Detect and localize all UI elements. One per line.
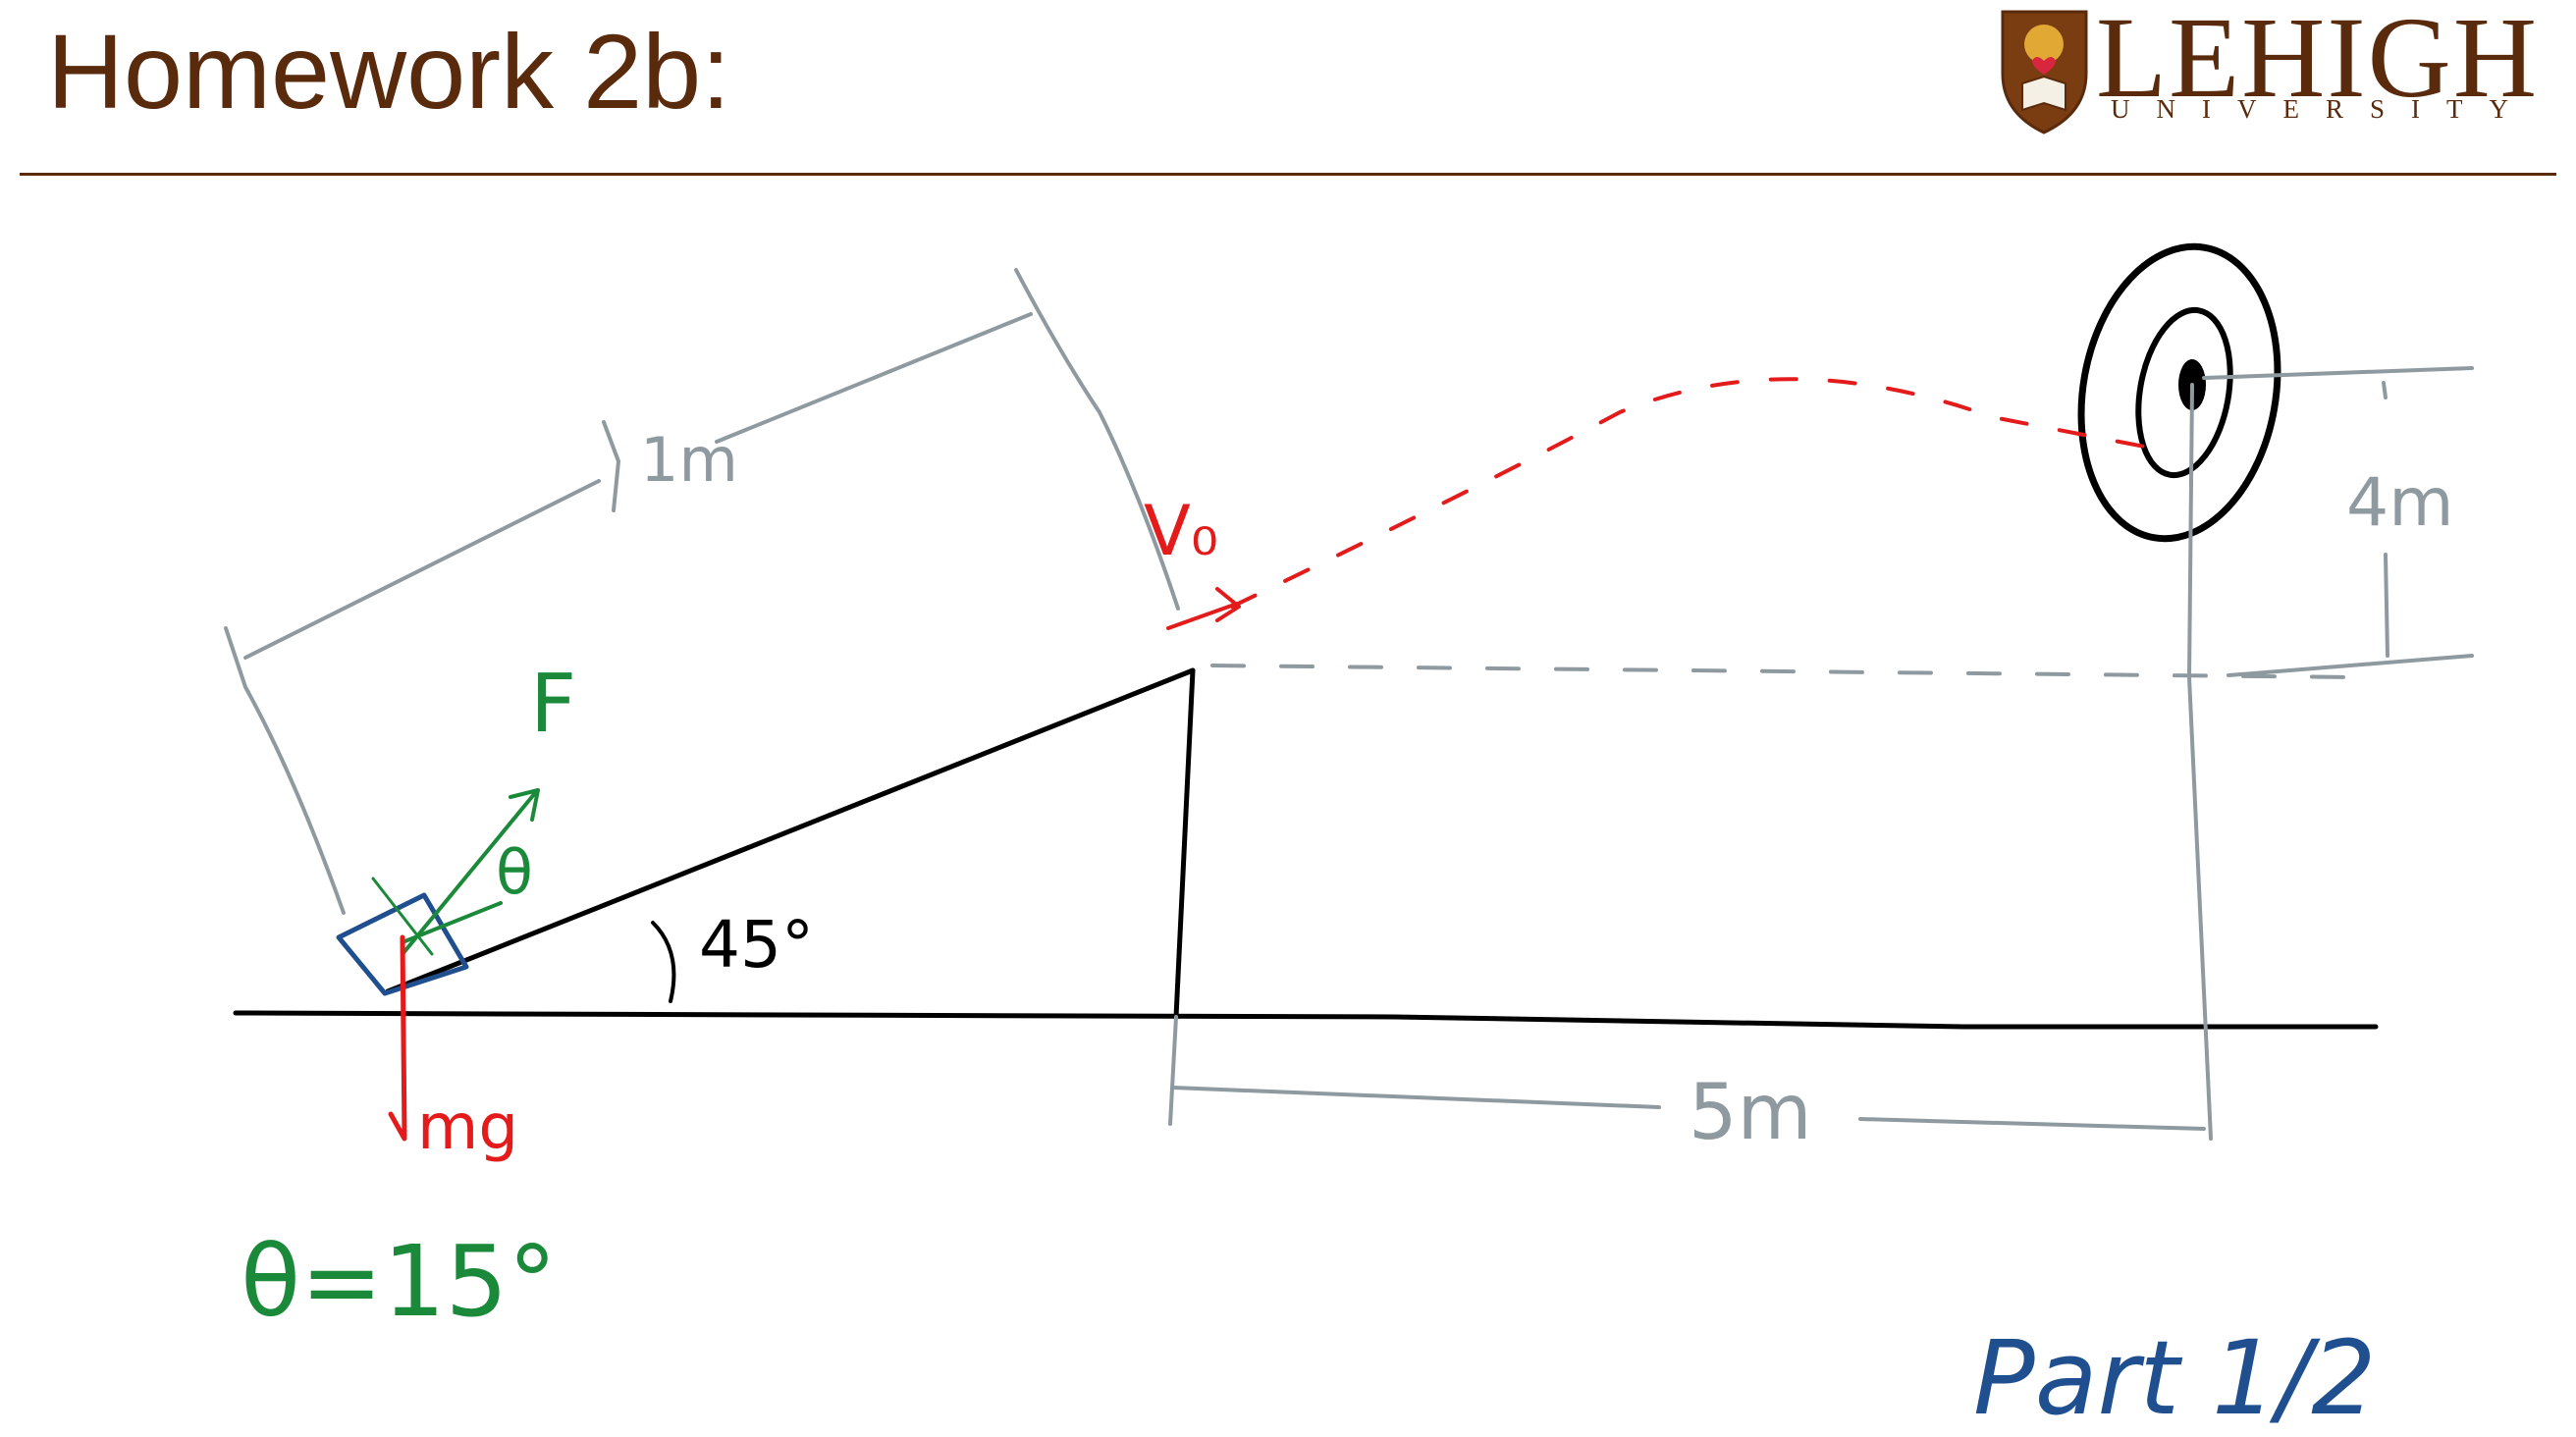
force-arrow (401, 788, 540, 956)
dim-5m-line-b (1858, 1117, 2206, 1131)
horizontal-distance-label: 5m (1689, 1069, 1812, 1157)
target-inner-ring (2135, 306, 2233, 479)
force-label: F (530, 658, 576, 751)
slide-title: Homework 2b: (47, 12, 731, 131)
logo-wordmark: LEHIGH (2096, 0, 2540, 122)
ramp-angle-label: 45° (699, 907, 814, 983)
ramp-length-label: 1m (640, 424, 738, 496)
dim-5m-left-tick (1168, 1015, 1178, 1126)
launch-height-dashed (1210, 664, 2358, 679)
dim-5m-line-a (1171, 1086, 1661, 1109)
dim-ramp-line-a (243, 479, 601, 660)
dim-ramp-left (224, 626, 346, 915)
dim-4m-line-bottom (2384, 553, 2389, 658)
dim-ramp-right (1014, 268, 1180, 611)
force-angle-symbol: θ (496, 836, 533, 908)
launch-velocity-arrow (1166, 587, 1241, 630)
angle-arc-45 (651, 921, 676, 1003)
logo-subtitle: UNIVERSITY (2111, 94, 2535, 124)
force-angle-arc (371, 877, 434, 956)
target-bottom-extension (2227, 654, 2474, 677)
target-outer-ring (2077, 242, 2281, 543)
dim-ramp-tick (602, 420, 620, 512)
ground-line (233, 1010, 2379, 1030)
ramp-incline (385, 667, 1196, 994)
weight-label: mg (417, 1091, 518, 1164)
target-top-extension (2202, 366, 2474, 380)
dim-ramp-line-b (715, 312, 1033, 444)
title-divider (20, 173, 2556, 176)
trajectory-dashed (1230, 377, 2162, 609)
weight-arrow (388, 934, 407, 1142)
dim-4m-line-top (2382, 381, 2388, 399)
target-height-label: 4m (2346, 464, 2454, 542)
ramp-vertical (1173, 667, 1196, 1020)
launch-velocity-label: V₀ (1144, 491, 1218, 571)
target-vertical-line (2187, 383, 2213, 1141)
part-label: Part 1/2 (1973, 1318, 2376, 1437)
given-angle: θ=15° (241, 1224, 557, 1339)
